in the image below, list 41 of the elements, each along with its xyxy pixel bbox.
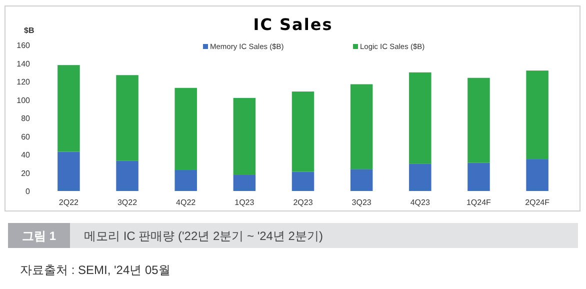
y-tick-label: 120: [16, 78, 31, 86]
x-tick-label: 2Q24F: [525, 198, 550, 207]
bar: [526, 70, 548, 160]
bar: [350, 84, 373, 170]
bar: [174, 88, 197, 170]
x-tick-label: 2Q23: [293, 198, 314, 207]
bar: [468, 78, 490, 163]
y-tick-label: 160: [16, 41, 31, 50]
bar: [116, 160, 138, 191]
bar: [233, 98, 256, 175]
bar: [58, 152, 80, 191]
y-tick-label: 100: [16, 96, 31, 105]
x-tick-label: 3Q23: [352, 198, 372, 207]
text: 자료출처 : SEMI, '24년 05월: [20, 263, 170, 277]
bar: [174, 170, 197, 191]
y-tick-label: 0: [26, 187, 31, 196]
x-tick-label: 4Q23: [410, 198, 430, 207]
bar: [526, 159, 548, 191]
bar: [116, 75, 138, 161]
text: 메모리 IC 판매량 ('22년 2분기 ~ '24년 2분기): [84, 229, 323, 243]
y-tick-label: 60: [21, 132, 31, 142]
y-tick-label: 20: [21, 168, 31, 178]
x-tick-label: 3Q22: [117, 198, 138, 207]
y-tick-label: 40: [21, 150, 31, 160]
x-tick-label: 1Q23: [234, 198, 255, 207]
bar: [409, 72, 432, 164]
y-axis-title: $B: [24, 26, 34, 35]
bar: [468, 162, 490, 191]
bar: [350, 169, 373, 191]
bar: [233, 174, 256, 191]
x-tick-label: 1Q24F: [466, 198, 492, 207]
bar: [292, 92, 314, 172]
x-tick-label: 4Q22: [176, 198, 196, 207]
y-tick-label: 140: [16, 59, 31, 68]
bar: [292, 172, 314, 191]
y-tick-label: 80: [21, 114, 31, 123]
caption: 그림 1: [22, 229, 56, 243]
bar: [58, 65, 80, 152]
chart-title: IC Sales: [253, 15, 333, 34]
bar: [409, 164, 432, 191]
x-tick-label: 2Q22: [58, 198, 80, 207]
